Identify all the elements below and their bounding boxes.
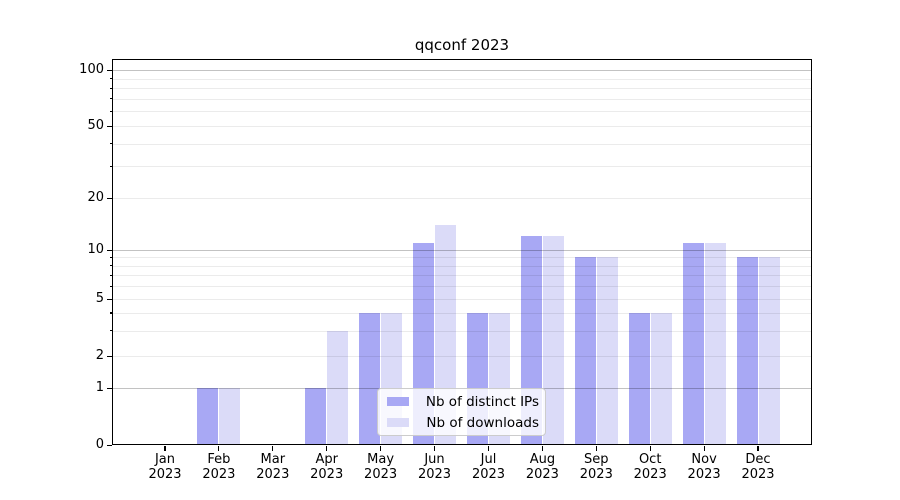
- major-gridline: [113, 250, 811, 251]
- minor-gridline: [113, 299, 811, 300]
- minor-gridline: [113, 78, 811, 80]
- y-tick-label: 20: [87, 190, 104, 205]
- y-tick-label: 5: [95, 291, 104, 306]
- minor-gridline: [113, 330, 811, 332]
- y-tick-label: 50: [87, 118, 104, 133]
- y-minor-tick-mark: [109, 330, 112, 332]
- y-tick-label: 100: [79, 62, 104, 77]
- x-tick-mark: [272, 446, 274, 451]
- x-tick-mark: [433, 446, 436, 451]
- y-minor-tick-mark: [109, 265, 112, 267]
- bar-distinct-ips: [197, 388, 219, 445]
- x-tick-mark: [164, 446, 166, 451]
- bar-downloads: [219, 388, 241, 445]
- y-minor-tick-mark: [109, 298, 112, 300]
- major-gridline: [113, 70, 811, 71]
- minor-gridline: [113, 275, 811, 277]
- bar-distinct-ips: [305, 388, 327, 445]
- x-tick-mark: [757, 446, 759, 451]
- legend-label-distinct-ips: Nb of distinct IPs: [425, 393, 539, 410]
- y-tick-mark: [107, 69, 112, 71]
- x-tick-label: Dec 2023: [741, 452, 775, 482]
- y-minor-tick-mark: [109, 78, 112, 80]
- minor-gridline: [113, 257, 811, 259]
- x-tick-label: Mar 2023: [256, 452, 290, 482]
- y-tick-label: 0: [95, 437, 104, 452]
- chart-title: qqconf 2023: [414, 36, 510, 54]
- minor-gridline: [113, 312, 811, 314]
- y-minor-tick-mark: [109, 125, 112, 127]
- x-tick-label: Oct 2023: [633, 452, 667, 482]
- x-tick-mark: [595, 446, 597, 451]
- bar-distinct-ips: [574, 257, 596, 445]
- x-tick-label: Sep 2023: [579, 452, 613, 482]
- x-tick-mark: [541, 446, 543, 451]
- minor-gridline: [113, 265, 811, 267]
- plot-area: [112, 59, 812, 445]
- legend-item-distinct-ips: Nb of distinct IPs: [384, 394, 539, 410]
- y-minor-tick-mark: [109, 312, 112, 314]
- y-minor-tick-mark: [109, 143, 112, 145]
- x-tick-mark: [218, 446, 220, 451]
- minor-gridline: [113, 286, 811, 288]
- y-tick-label: 1: [95, 380, 104, 395]
- y-minor-tick-mark: [109, 285, 112, 287]
- legend-swatch-downloads-icon: [387, 418, 410, 427]
- x-tick-mark: [487, 446, 490, 451]
- x-tick-label: Aug 2023: [525, 452, 559, 482]
- x-tick-label: Nov 2023: [687, 452, 721, 482]
- x-tick-label: May 2023: [364, 452, 398, 482]
- y-minor-tick-mark: [109, 274, 112, 276]
- legend-label-downloads: Nb of downloads: [426, 414, 539, 431]
- legend-item-downloads: Nb of downloads: [384, 415, 539, 431]
- x-tick-label: Jan 2023: [148, 452, 182, 482]
- x-tick-mark: [649, 446, 651, 451]
- bar-downloads: [758, 257, 780, 445]
- bar-downloads: [542, 236, 564, 445]
- y-tick-label: 2: [95, 348, 104, 363]
- y-minor-tick-mark: [109, 87, 112, 89]
- minor-gridline: [113, 198, 811, 199]
- y-minor-tick-mark: [109, 197, 112, 199]
- bar-distinct-ips: [628, 312, 650, 445]
- bar-downloads: [596, 257, 618, 445]
- y-tick-mark: [107, 387, 112, 389]
- minor-gridline: [113, 98, 811, 100]
- bar-distinct-ips: [682, 242, 704, 445]
- x-tick-label: Feb 2023: [202, 452, 236, 482]
- minor-gridline: [113, 166, 811, 168]
- bar-distinct-ips: [359, 312, 381, 445]
- bar-downloads: [704, 242, 726, 445]
- minor-gridline: [113, 143, 811, 145]
- x-tick-mark: [326, 446, 328, 451]
- y-minor-tick-mark: [109, 355, 112, 357]
- x-tick-mark: [380, 446, 382, 451]
- bar-downloads: [650, 312, 672, 445]
- x-tick-label: Jul 2023: [471, 452, 506, 482]
- x-tick-label: Apr 2023: [310, 452, 344, 482]
- legend-swatch-distinct-ips-icon: [387, 397, 409, 406]
- bar-distinct-ips: [736, 257, 758, 445]
- y-minor-tick-mark: [109, 165, 112, 167]
- legend: Nb of distinct IPs Nb of downloads: [377, 388, 546, 436]
- x-tick-label: Jun 2023: [417, 452, 452, 482]
- minor-gridline: [113, 88, 811, 89]
- y-tick-mark: [107, 249, 112, 251]
- minor-gridline: [113, 126, 811, 127]
- x-tick-mark: [703, 446, 705, 451]
- y-tick-label: 10: [87, 242, 104, 257]
- y-tick-mark: [107, 444, 112, 446]
- bar-downloads: [327, 330, 349, 445]
- minor-gridline: [113, 111, 811, 113]
- y-minor-tick-mark: [109, 98, 112, 100]
- y-minor-tick-mark: [109, 256, 112, 259]
- minor-gridline: [113, 356, 811, 357]
- y-minor-tick-mark: [109, 110, 112, 112]
